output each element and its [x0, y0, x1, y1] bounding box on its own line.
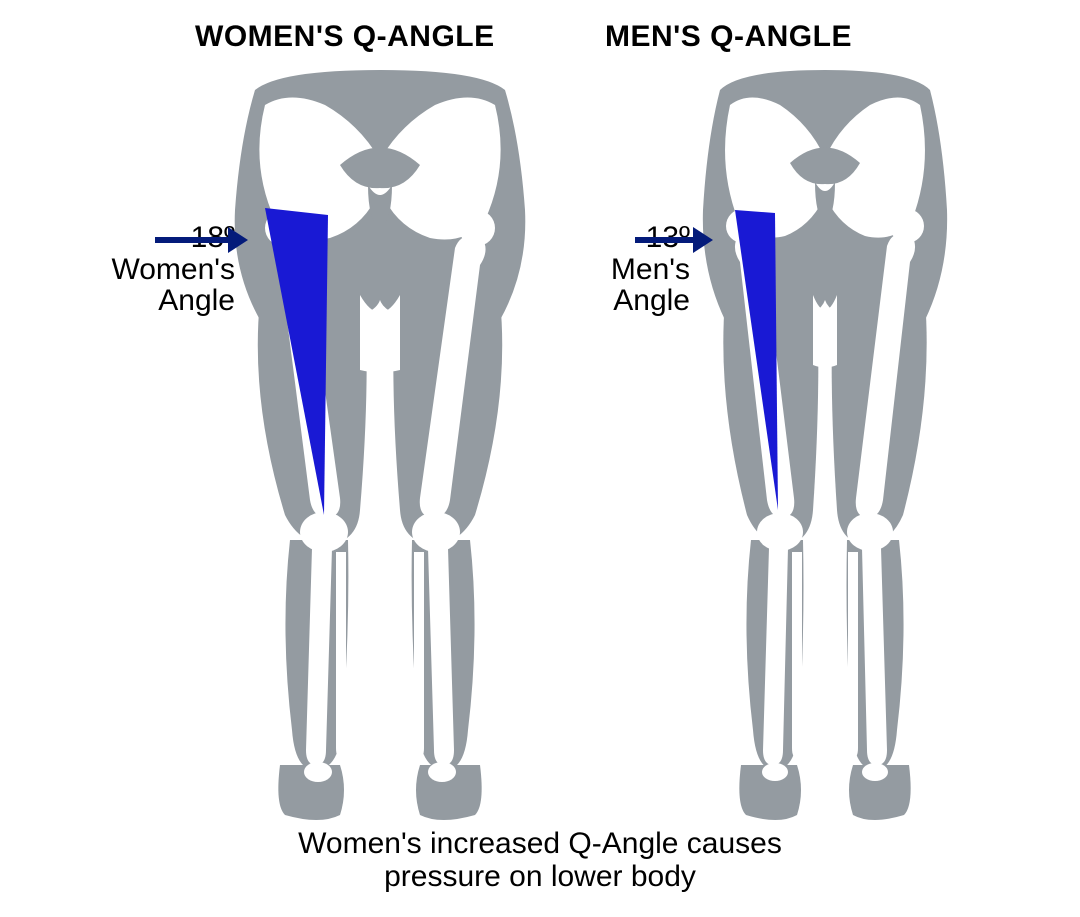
men-angle-line3: Angle	[613, 284, 690, 317]
title-women: WOMEN'S Q-ANGLE	[195, 20, 495, 54]
caption: Women's increased Q-Angle causes pressur…	[0, 827, 1080, 893]
women-skeleton-svg	[220, 70, 540, 830]
arrow-men	[635, 237, 695, 243]
figure-women	[220, 70, 540, 830]
figure-men	[675, 70, 975, 830]
women-angle-line3: Angle	[158, 284, 235, 317]
caption-line1: Women's increased Q-Angle causes	[298, 827, 782, 860]
diagram-container: WOMEN'S Q-ANGLE MEN'S Q-ANGLE	[0, 0, 1080, 917]
caption-line2: pressure on lower body	[384, 860, 696, 893]
arrow-women	[155, 237, 230, 243]
title-men: MEN'S Q-ANGLE	[605, 20, 852, 54]
men-angle-line2: Men's	[611, 253, 690, 286]
women-angle-line2: Women's	[111, 253, 235, 286]
men-skeleton-svg	[675, 70, 975, 830]
